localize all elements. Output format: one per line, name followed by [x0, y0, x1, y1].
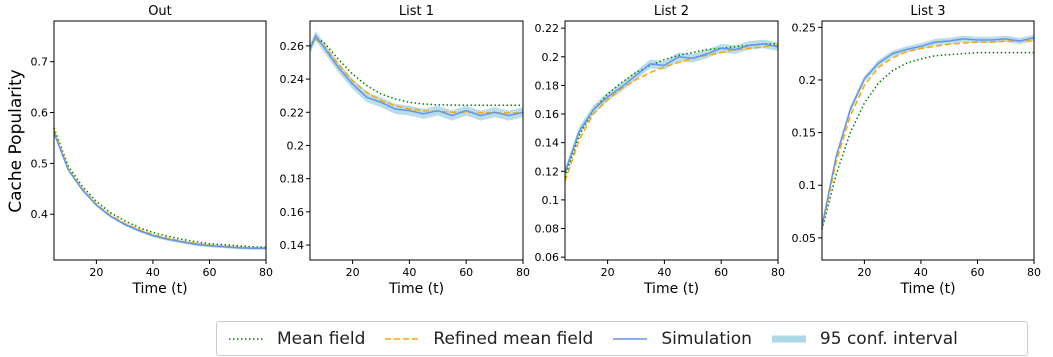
y-tick-label: 0.2: [287, 139, 305, 152]
x-tick-label: 40: [146, 266, 160, 279]
simulation-line: [821, 37, 1035, 227]
x-tick-label: 80: [516, 266, 530, 279]
y-tick-label: 0.16: [535, 108, 560, 121]
x-tick-label: 80: [259, 266, 273, 279]
y-tick-label: 0.14: [280, 239, 305, 252]
legend-label-refined: Refined mean field: [433, 328, 594, 349]
legend-label-mean-field: Mean field: [277, 328, 366, 349]
x-tick-label: 80: [771, 266, 785, 279]
y-tick-label: 0.18: [280, 173, 305, 186]
axes-frame: [309, 20, 524, 261]
x-tick-label: 40: [657, 266, 671, 279]
refined-line: [564, 44, 779, 182]
x-tick-label: 60: [714, 266, 728, 279]
refined-line: [821, 40, 1034, 228]
mean-field-line: [821, 51, 1034, 230]
refined-line: [309, 38, 523, 114]
ci-band: [310, 31, 523, 121]
x-tick-label: 20: [89, 266, 103, 279]
simulation-line: [53, 132, 266, 250]
y-tick-label: 0.14: [535, 137, 560, 150]
panel-1: 20 40 60 80 0.4 0.5 0.6 0.7 Out Time (t): [31, 4, 274, 297]
x-tick-label: 80: [1027, 266, 1041, 279]
x-axis-label: Time (t): [899, 281, 955, 297]
panel-title: List 2: [654, 4, 689, 19]
x-axis-label: Time (t): [388, 281, 444, 297]
x-tick-label: 40: [402, 266, 416, 279]
y-tick-label: 0.5: [31, 157, 49, 170]
refined-line: [53, 130, 267, 250]
legend: Mean field Refined mean field Simulation…: [216, 321, 1028, 356]
legend-item-ci: 95 conf. interval: [771, 328, 958, 349]
x-tick-label: 20: [857, 266, 871, 279]
legend-label-simulation: Simulation: [661, 328, 752, 349]
x-tick-label: 20: [346, 266, 360, 279]
y-tick-label: 0.22: [280, 106, 305, 119]
y-tick-label: 0.6: [31, 107, 49, 120]
y-tick-label: 0.12: [535, 165, 560, 178]
ci-band: [565, 39, 778, 177]
y-tick-label: 0.25: [792, 21, 817, 34]
axes-frame: [53, 20, 267, 261]
simulation-line: [309, 34, 524, 117]
y-tick-label: 0.1: [542, 194, 560, 207]
legend-label-ci: 95 conf. interval: [819, 328, 958, 349]
x-tick-label: 60: [970, 266, 984, 279]
legend-item-simulation: Simulation: [613, 329, 752, 349]
y-tick-label: 0.4: [31, 208, 49, 221]
panel-title: List 3: [910, 4, 945, 19]
mean-field-line: [564, 43, 778, 178]
legend-item-mean-field: Mean field: [229, 329, 365, 349]
y-tick-label: 0.08: [535, 223, 560, 236]
ci-band: [822, 34, 1034, 230]
simulation-swatch: [613, 337, 648, 340]
y-tick-label: 0.2: [542, 51, 560, 64]
panel-2: 20 40 60 80 0.14 0.16 0.18 0.2 0.22 0.24 0.26 List …: [280, 4, 531, 297]
y-tick-label: 0.05: [792, 232, 817, 245]
y-tick-label: 0.26: [280, 40, 305, 53]
simulation-line: [564, 43, 779, 173]
panels: 20 40 60 80 0.4 0.5 0.6 0.7 Out Time (t) 20 40 60 80 0…: [31, 4, 1042, 297]
ci-band: [54, 131, 266, 250]
figure-ylabel: Cache Popularity: [6, 69, 26, 212]
y-tick-label: 0.24: [280, 73, 305, 86]
panel-3: 20 40 60 80 0.06 0.08 0.1 0.12 0.14 0.16 0.18 0.2 0.…: [535, 4, 786, 297]
x-tick-label: 60: [202, 266, 216, 279]
x-tick-label: 60: [459, 266, 473, 279]
legend-item-refined: Refined mean field: [385, 329, 593, 349]
mean-field-swatch: [229, 337, 263, 340]
mean-field-line: [53, 127, 267, 249]
panel-title: List 1: [399, 4, 434, 19]
x-axis-label: Time (t): [643, 281, 699, 297]
axes-frame: [821, 20, 1035, 261]
y-tick-label: 0.1: [799, 179, 817, 192]
panel-title: Out: [148, 4, 172, 19]
y-tick-label: 0.15: [792, 127, 817, 140]
y-tick-label: 0.2: [799, 74, 817, 87]
ci-swatch: [771, 335, 806, 342]
y-tick-label: 0.22: [535, 22, 560, 35]
x-tick-label: 20: [601, 266, 615, 279]
y-tick-label: 0.18: [535, 79, 560, 92]
y-tick-label: 0.16: [280, 206, 305, 219]
refined-swatch: [385, 337, 420, 340]
x-axis-label: Time (t): [131, 281, 187, 297]
panel-4: 20 40 60 80 0.05 0.1 0.15 0.2 0.25 List 3 Time (t): [792, 4, 1042, 297]
axes-frame: [564, 20, 779, 261]
y-tick-label: 0.7: [31, 56, 49, 69]
y-tick-label: 0.06: [535, 251, 560, 264]
x-tick-label: 40: [914, 266, 928, 279]
